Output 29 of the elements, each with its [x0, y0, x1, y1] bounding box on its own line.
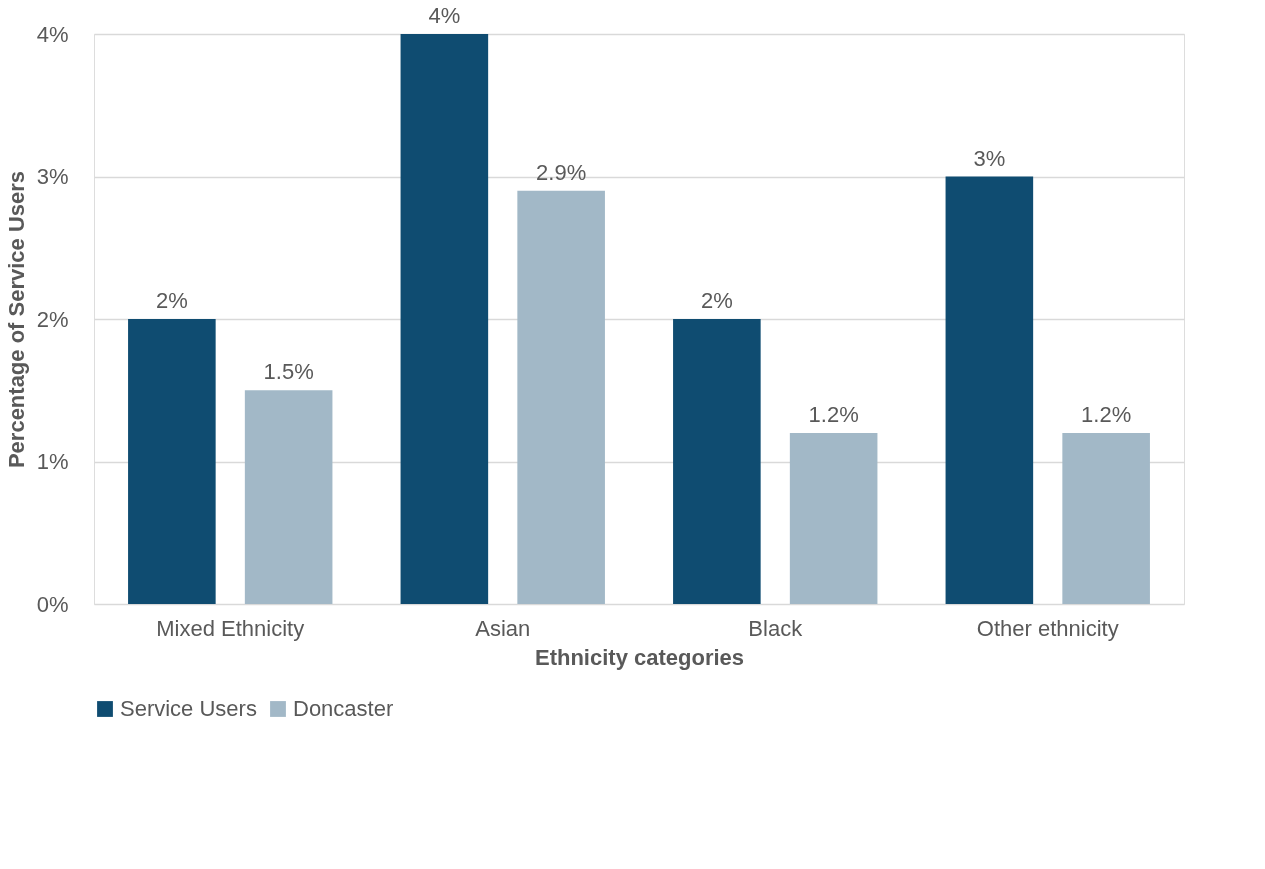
data-label: 2% — [155, 288, 188, 313]
bar — [673, 319, 761, 604]
x-axis-title: Ethnicity categories — [534, 644, 745, 670]
y-tick-label: 1% — [36, 449, 69, 474]
bar — [244, 390, 333, 604]
data-label: 2.9% — [536, 159, 587, 185]
data-label: 2% — [700, 288, 733, 313]
legend-label: Doncaster — [293, 696, 394, 721]
y-tick-label: 3% — [36, 164, 69, 189]
bar — [517, 190, 605, 604]
y-tick-label: 4% — [36, 21, 69, 47]
y-tick-label: 0% — [36, 591, 69, 617]
y-tick-label: 2% — [36, 306, 69, 332]
data-label: 1.2% — [1081, 402, 1132, 427]
x-tick-label: Mixed Ethnicity — [156, 615, 305, 641]
data-label: 1.5% — [263, 359, 314, 385]
data-label: 3% — [973, 145, 1006, 171]
bar — [400, 34, 489, 604]
x-tick-label: Black — [748, 615, 804, 641]
bar — [945, 176, 1034, 604]
bar — [1062, 433, 1150, 604]
data-label: 4% — [428, 3, 461, 28]
legend-label: Service Users — [120, 696, 257, 721]
x-tick-label: Asian — [475, 615, 531, 641]
bar — [128, 319, 216, 604]
y-axis-title: Percentage of Service Users — [3, 170, 29, 469]
bar — [789, 433, 878, 604]
x-tick-label: Other ethnicity — [976, 615, 1119, 641]
data-label: 1.2% — [808, 402, 859, 427]
